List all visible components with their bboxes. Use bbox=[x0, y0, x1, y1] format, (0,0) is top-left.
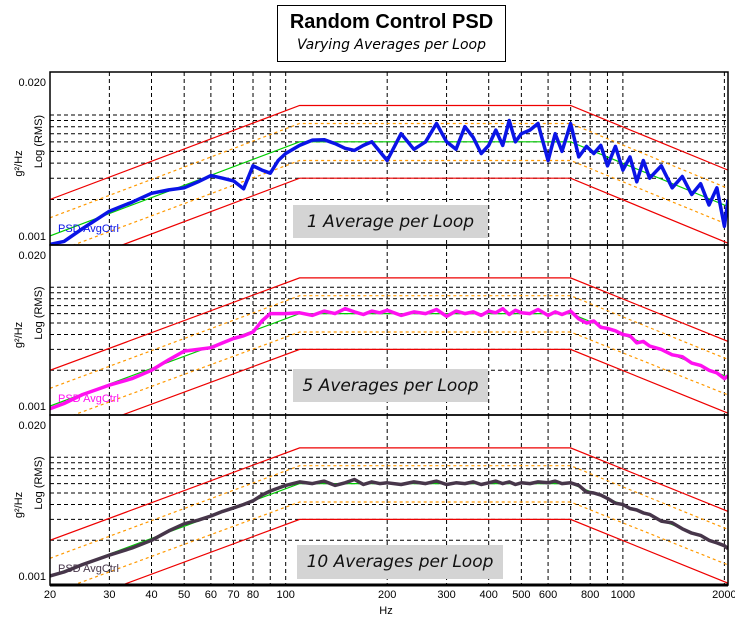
x-tick-label: 1000 bbox=[611, 589, 635, 601]
chart-title: Random Control PSD bbox=[289, 11, 494, 33]
abort-high-line bbox=[50, 104, 728, 201]
plot-area bbox=[50, 415, 728, 585]
abort-high-line bbox=[50, 447, 728, 541]
x-tick-label: 200 bbox=[378, 589, 396, 601]
legend-label: PSD AvgCtrl bbox=[58, 563, 119, 575]
x-tick-label: 500 bbox=[512, 589, 530, 601]
y-axis-label-secondary: Log (RMS) bbox=[33, 286, 45, 339]
abort-low-line bbox=[120, 177, 728, 245]
alarm-low-line bbox=[71, 159, 728, 245]
y-tick-label: 0.001 bbox=[18, 571, 46, 583]
y-tick-label: 0.020 bbox=[18, 250, 46, 262]
x-tick-label: 20 bbox=[44, 589, 56, 601]
x-tick-label: 300 bbox=[437, 589, 455, 601]
y-axis-label-secondary: Log (RMS) bbox=[33, 456, 45, 509]
alarm-low-line bbox=[71, 501, 728, 585]
panel-2: PSD AvgCtrl 0.020 0.001 g²/Hz Log (RMS) bbox=[13, 244, 729, 416]
x-tick-label: 70 bbox=[227, 589, 239, 601]
x-tick-label: 400 bbox=[480, 589, 498, 601]
x-tick-label: 80 bbox=[247, 589, 259, 601]
y-tick-label: 0.001 bbox=[18, 401, 46, 413]
y-axis-label: g²/Hz bbox=[13, 150, 25, 176]
psd-series-line bbox=[50, 477, 728, 578]
legend-label: PSD AvgCtrl bbox=[58, 223, 119, 235]
x-axis-label: Hz bbox=[379, 605, 392, 617]
y-tick-label: 0.001 bbox=[18, 231, 46, 243]
plot-area bbox=[50, 72, 728, 245]
x-tick-label: 60 bbox=[205, 589, 217, 601]
y-tick-label: 0.020 bbox=[18, 420, 46, 432]
x-tick-label: 40 bbox=[145, 589, 157, 601]
psd-series-line bbox=[50, 118, 728, 245]
annotation-panel-3: 10 Averages per Loop bbox=[297, 545, 503, 579]
alarm-low-line bbox=[71, 331, 728, 415]
plot-area bbox=[50, 245, 728, 415]
x-tick-label: 2000 bbox=[712, 589, 735, 601]
panel-3: PSD AvgCtrl 0.020 0.001 g²/Hz Log (RMS) bbox=[13, 414, 729, 586]
legend-label: PSD AvgCtrl bbox=[58, 393, 119, 405]
chart-title-box: Random Control PSD Varying Averages per … bbox=[277, 5, 506, 62]
alarm-high-line bbox=[50, 295, 728, 389]
y-axis-label: g²/Hz bbox=[13, 322, 25, 348]
panel-1: PSD AvgCtrl 0.020 0.001 g²/Hz Log (RMS) bbox=[13, 71, 729, 246]
annotation-panel-2: 5 Averages per Loop bbox=[293, 369, 488, 402]
chart-subtitle: Varying Averages per Loop bbox=[297, 37, 486, 53]
x-tick-label: 800 bbox=[581, 589, 599, 601]
x-tick-label: 100 bbox=[277, 589, 295, 601]
x-tick-label: 30 bbox=[103, 589, 115, 601]
x-tick-label: 50 bbox=[178, 589, 190, 601]
y-axis-label-secondary: Log (RMS) bbox=[33, 115, 45, 168]
abort-low-line bbox=[120, 518, 728, 585]
abort-high-line bbox=[50, 277, 728, 371]
x-tick-label: 600 bbox=[539, 589, 557, 601]
psd-series-line bbox=[50, 306, 728, 411]
annotation-panel-1: 1 Average per Loop bbox=[293, 205, 488, 238]
abort-low-line bbox=[120, 348, 728, 415]
y-tick-label: 0.020 bbox=[18, 77, 46, 89]
alarm-high-line bbox=[50, 465, 728, 559]
y-axis-label: g²/Hz bbox=[13, 492, 25, 518]
